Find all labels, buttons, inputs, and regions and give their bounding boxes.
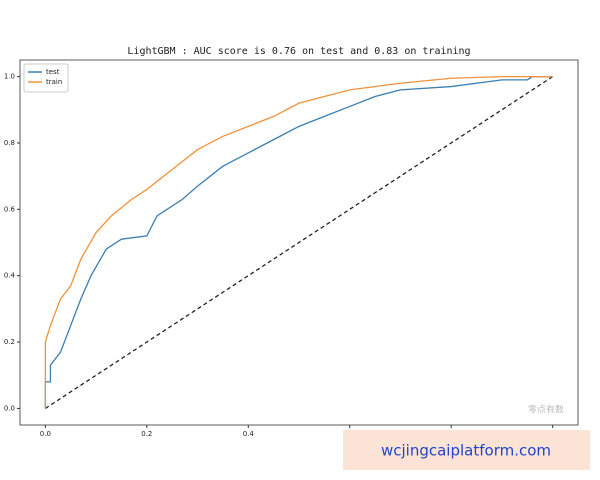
y-tick-label: 0.0: [4, 404, 15, 412]
chart-title: LightGBM : AUC score is 0.76 on test and…: [127, 46, 470, 57]
legend-box: [23, 63, 69, 93]
legend-label: train: [46, 78, 62, 86]
y-tick-label: 0.4: [4, 272, 16, 280]
x-tick-label: 0.2: [141, 430, 152, 438]
watermark-banner: [343, 430, 590, 470]
y-tick-label: 0.2: [4, 338, 15, 346]
roc-line: [44, 75, 553, 409]
x-tick-label: 0.4: [243, 430, 255, 438]
y-tick-label: 0.6: [4, 205, 16, 213]
y-tick-label: 1.0: [4, 73, 15, 81]
roc-line: [44, 75, 553, 409]
x-tick-label: 0.0: [40, 430, 51, 438]
reference-line: [45, 76, 553, 409]
watermark-logo: 零点有数: [528, 404, 564, 416]
watermark-text: wcjingcaiplatform.com: [381, 442, 551, 460]
plot-frame: [19, 59, 579, 426]
legend-label: test: [46, 68, 60, 76]
y-tick-label: 0.8: [4, 139, 15, 147]
